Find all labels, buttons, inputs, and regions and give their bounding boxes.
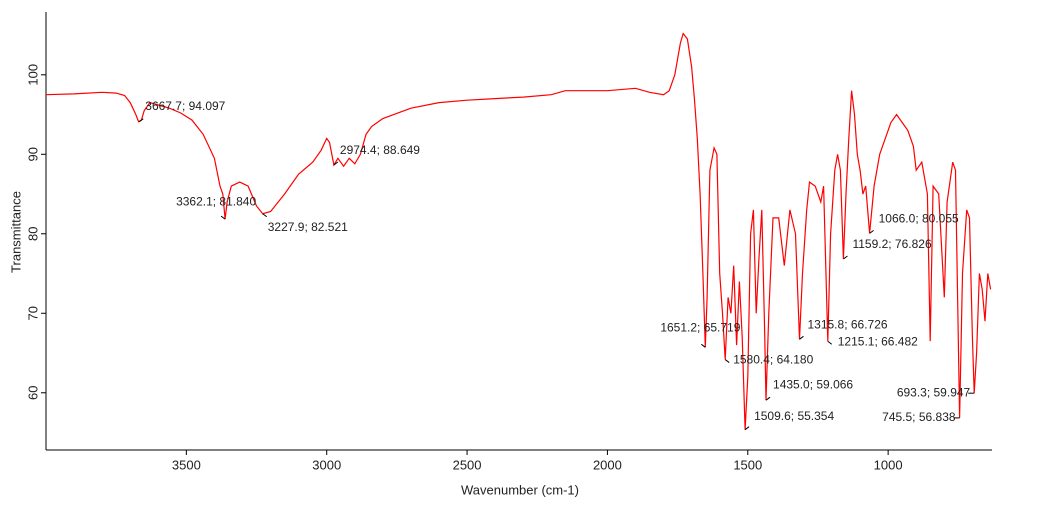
peak-leader (220, 215, 226, 220)
peak-label: 1509.6; 55.354 (754, 409, 834, 423)
peak-leader (869, 229, 874, 234)
peak-leader (799, 335, 804, 340)
x-axis-label: Wavenumber (cm-1) (461, 482, 579, 497)
spectrum-line (45, 32, 992, 430)
peak-label: 693.3; 59.947 (897, 385, 971, 399)
y-tick-label: 70 (25, 306, 40, 320)
peak-label: 1315.8; 66.726 (807, 317, 887, 331)
peak-leader (724, 359, 730, 363)
peak-label: 3667.7; 94.097 (145, 99, 225, 113)
peak-label: 745.5; 56.838 (882, 410, 956, 424)
peak-label: 1651.2; 65.719 (660, 320, 740, 334)
peak-label: 1159.2; 76.826 (852, 237, 932, 251)
peak-leader (843, 255, 848, 260)
peak-leader (138, 118, 144, 123)
y-axis-label: Transmittance (8, 191, 23, 273)
y-tick-label: 60 (25, 386, 40, 400)
peak-label: 1580.4; 64.180 (733, 353, 813, 367)
y-tick-label: 90 (25, 147, 40, 161)
peak-leader (262, 213, 268, 218)
x-tick-label: 3500 (172, 457, 201, 472)
y-tick-label: 100 (25, 64, 40, 86)
peak-label: 3227.9; 82.521 (268, 220, 348, 234)
peak-label: 1435.0; 59.066 (773, 377, 853, 391)
x-tick-label: 1500 (733, 457, 762, 472)
peak-leader (333, 161, 339, 166)
peak-leader (765, 396, 771, 401)
x-tick-label: 1000 (874, 457, 903, 472)
peak-leader (701, 343, 706, 348)
peak-label: 2974.4; 88.649 (340, 143, 420, 157)
y-tick-label: 80 (25, 227, 40, 241)
x-tick-label: 2500 (453, 457, 482, 472)
peak-leader (827, 340, 833, 345)
x-tick-label: 3000 (312, 457, 341, 472)
x-tick-label: 2000 (593, 457, 622, 472)
peak-label: 3362.1; 81.840 (176, 194, 256, 208)
peak-leader (744, 426, 750, 431)
peak-label: 1066.0; 80.055 (879, 212, 959, 226)
peak-label: 1215.1; 66.482 (838, 334, 918, 348)
